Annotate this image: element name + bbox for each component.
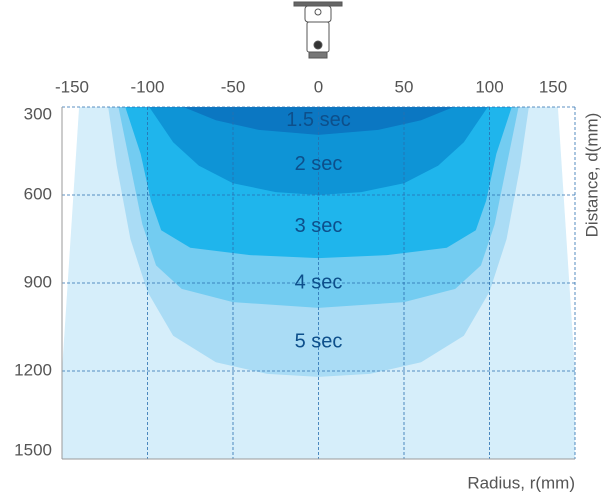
x-tick-label: 0 [314,77,323,96]
x-tick-label: 50 [395,77,414,96]
x-axis-title: Radius, r(mm) [467,473,575,492]
y-tick-label: 1500 [14,440,52,459]
x-tick-label: -50 [221,77,246,96]
x-tick-label: 150 [539,77,567,96]
y-tick-label: 900 [24,272,52,291]
region-label: 1.5 sec [286,109,350,131]
x-tick-label: -100 [130,77,164,96]
region-label: 5 sec [295,331,343,353]
region [149,107,488,195]
x-tick-label: -150 [55,77,89,96]
region-label: 3 sec [295,215,343,237]
y-axis-title: Distance, d(mm) [582,113,601,238]
y-tick-label: 600 [24,184,52,203]
sensor-icon [293,1,343,59]
x-tick-label: 100 [475,77,503,96]
y-tick-label: 1200 [14,360,52,379]
region-label: 2 sec [295,153,343,175]
region [183,107,454,135]
y-tick-label: 300 [24,104,52,123]
region-label: 4 sec [295,271,343,293]
